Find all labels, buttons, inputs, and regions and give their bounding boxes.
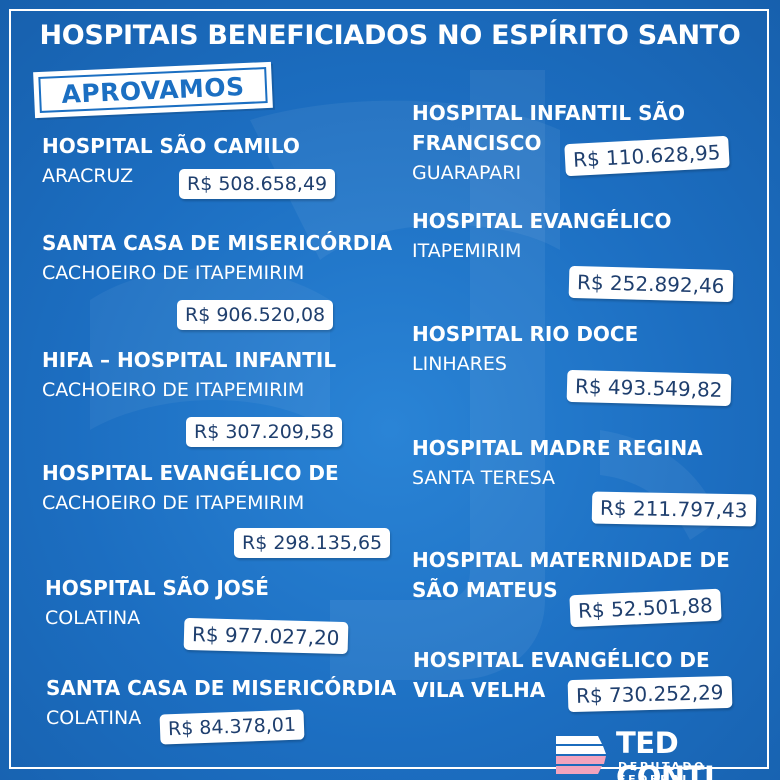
amount-tag: R$ 52.501,88 (569, 588, 722, 628)
page-border (9, 9, 769, 769)
hospital-entry: HIFA – HOSPITAL INFANTIL CACHOEIRO DE IT… (42, 345, 336, 405)
hospital-city: ARACRUZ (42, 165, 134, 187)
hospital-entry: HOSPITAL MADRE REGINA SANTA TERESA (412, 433, 703, 493)
approved-badge-label: APROVAMOS (38, 67, 268, 113)
hospital-city: ITAPEMIRIM (412, 240, 522, 262)
hospital-name: HOSPITAL MATERNIDADE DE (412, 548, 730, 572)
hospital-entry: HOSPITAL EVANGÉLICO DE VILA VELHA (413, 645, 710, 705)
amount-tag: R$ 977.027,20 (183, 617, 348, 655)
hospital-entry: HOSPITAL INFANTIL SÃO FRANCISCO GUARAPAR… (412, 98, 685, 188)
hospital-name: HOSPITAL EVANGÉLICO (412, 209, 672, 233)
hospital-name: HOSPITAL SÃO JOSÉ (45, 576, 269, 600)
hospital-name: HOSPITAL INFANTIL SÃO (412, 101, 685, 125)
hospital-entry: HOSPITAL EVANGÉLICO DE CACHOEIRO DE ITAP… (42, 458, 339, 518)
hospital-name: SANTA CASA DE MISERICÓRDIA (46, 676, 397, 700)
hospital-name: HOSPITAL RIO DOCE (412, 322, 639, 346)
hospital-name: SÃO MATEUS (412, 578, 558, 602)
amount-tag: R$ 307.209,58 (186, 417, 343, 447)
hospital-name: VILA VELHA (413, 678, 546, 702)
hospital-city: CACHOEIRO DE ITAPEMIRIM (42, 262, 305, 284)
hospital-entry: HOSPITAL SÃO CAMILO ARACRUZ (42, 131, 300, 191)
ted-conti-logo: TED CONTI DEPUTADO FEDERAL (556, 726, 770, 780)
hospital-entry: SANTA CASA DE MISERICÓRDIA CACHOEIRO DE … (42, 228, 392, 288)
hospital-city: LINHARES (412, 353, 507, 375)
hospital-name: FRANCISCO (412, 131, 542, 155)
hospital-entry: HOSPITAL SÃO JOSÉ COLATINA (45, 573, 269, 633)
amount-tag: R$ 211.797,43 (591, 491, 756, 527)
hospital-name: SANTA CASA DE MISERICÓRDIA (42, 231, 393, 255)
hospital-entry: HOSPITAL RIO DOCE LINHARES (412, 319, 638, 379)
amount-tag: R$ 906.520,08 (177, 300, 334, 330)
amount-tag: R$ 508.658,49 (179, 169, 336, 199)
amount-tag: R$ 252.892,46 (568, 265, 733, 303)
logo-role: DEPUTADO FEDERAL (618, 760, 707, 780)
hospital-city: SANTA TERESA (412, 467, 556, 489)
amount-tag: R$ 730.252,29 (567, 675, 732, 713)
hospital-city: CACHOEIRO DE ITAPEMIRIM (42, 492, 305, 514)
hospital-city: CACHOEIRO DE ITAPEMIRIM (42, 379, 305, 401)
page-title: HOSPITAIS BENEFICIADOS NO ESPÍRITO SANTO (39, 20, 741, 51)
logo-name: TED CONTI (616, 726, 715, 780)
hospital-city: GUARAPARI (412, 162, 522, 184)
hospital-name: HOSPITAL SÃO CAMILO (42, 134, 300, 158)
amount-tag: R$ 493.549,82 (566, 369, 731, 407)
hospital-entry: HOSPITAL EVANGÉLICO ITAPEMIRIM (412, 206, 671, 266)
hospital-name: HIFA – HOSPITAL INFANTIL (42, 348, 337, 372)
hospital-entry: HOSPITAL MATERNIDADE DE SÃO MATEUS (412, 545, 730, 605)
hospital-name: HOSPITAL EVANGÉLICO DE (413, 648, 710, 672)
hospital-name: HOSPITAL EVANGÉLICO DE (42, 461, 339, 485)
amount-tag: R$ 84.378,01 (159, 709, 305, 745)
logo-stripes-icon (556, 736, 606, 774)
hospital-city: COLATINA (45, 607, 141, 629)
hospital-name: HOSPITAL MADRE REGINA (412, 436, 703, 460)
hospital-entry: SANTA CASA DE MISERICÓRDIA COLATINA (46, 673, 396, 733)
amount-tag: R$ 298.135,65 (234, 528, 391, 558)
hospital-city: COLATINA (46, 707, 142, 729)
